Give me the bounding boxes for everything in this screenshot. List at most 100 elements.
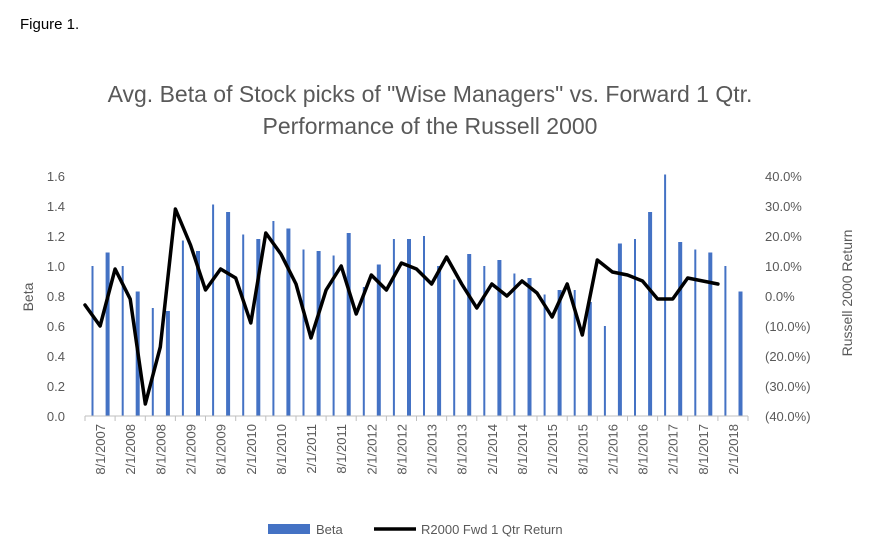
beta-bar (151, 308, 154, 416)
left-tick-label: 0.8 (47, 289, 65, 304)
beta-bar (664, 174, 667, 416)
beta-bar (467, 254, 472, 416)
right-tick-label: (30.0%) (765, 379, 811, 394)
x-tick-label: 2/1/2017 (666, 424, 681, 475)
beta-bar (272, 221, 275, 416)
x-tick-label: 8/1/2007 (93, 424, 108, 475)
x-tick-label: 2/1/2012 (364, 424, 379, 475)
x-tick-label: 8/1/2014 (515, 424, 530, 475)
beta-bar (242, 234, 245, 416)
left-tick-label: 0.0 (47, 409, 65, 424)
beta-bar (226, 212, 231, 416)
x-tick-label: 8/1/2009 (214, 424, 229, 475)
beta-bar (497, 260, 502, 416)
beta-bar (724, 266, 727, 416)
right-tick-label: 20.0% (765, 229, 802, 244)
right-tick-label: (20.0%) (765, 349, 811, 364)
y-axis-left-title: Beta (20, 282, 36, 311)
beta-bar (121, 266, 124, 416)
beta-bar (376, 264, 381, 416)
x-tick-label: 2/1/2011 (304, 424, 319, 474)
x-tick-label: 2/1/2018 (726, 424, 741, 475)
beta-bar (557, 290, 562, 416)
right-tick-label: 0.0% (765, 289, 795, 304)
beta-bar (648, 212, 653, 416)
beta-bar (423, 236, 425, 416)
y-axis-right-title: Russell 2000 Return (839, 230, 855, 357)
x-tick-label: 8/1/2016 (636, 424, 651, 475)
left-axis-ticks: 0.0 0.2 0.4 0.6 0.8 1.0 1.2 1.4 1.6 (47, 169, 65, 424)
beta-bar (316, 251, 321, 416)
beta-bar (694, 249, 697, 416)
beta-bar (91, 266, 94, 416)
beta-bar (453, 279, 456, 416)
x-tick-label: 8/1/2010 (274, 424, 289, 475)
beta-bar (181, 240, 184, 416)
beta-bar (346, 233, 351, 416)
x-tick-label: 2/1/2009 (184, 424, 199, 475)
left-tick-label: 0.4 (47, 349, 65, 364)
beta-bar (407, 239, 411, 416)
beta-bar (165, 311, 170, 416)
left-tick-label: 0.6 (47, 319, 65, 334)
beta-bar (527, 278, 532, 416)
beta-bar (573, 290, 576, 416)
right-tick-label: 40.0% (765, 169, 802, 184)
legend: Beta R2000 Fwd 1 Qtr Return (268, 522, 563, 537)
beta-bar (634, 239, 636, 416)
x-tick-label: 2/1/2008 (123, 424, 138, 475)
x-tick-label: 8/1/2015 (575, 424, 590, 475)
beta-bar (437, 266, 442, 416)
beta-bar (196, 251, 200, 416)
x-tick-label: 2/1/2015 (545, 424, 560, 475)
legend-beta-label: Beta (316, 522, 344, 537)
beta-bar (302, 249, 305, 416)
right-tick-label: 10.0% (765, 259, 802, 274)
x-tick-label: 8/1/2008 (153, 424, 168, 475)
x-tick-label: 2/1/2013 (425, 424, 440, 475)
beta-bar (587, 302, 592, 416)
x-tick-label: 2/1/2010 (244, 424, 259, 475)
beta-bar (392, 239, 395, 416)
return-line-layer (83, 207, 720, 406)
beta-bar (543, 294, 546, 416)
beta-bar (708, 252, 713, 416)
x-tick-label: 2/1/2014 (485, 424, 500, 475)
x-tick-label: 8/1/2012 (394, 424, 409, 475)
beta-bars (91, 174, 743, 416)
figure-label: Figure 1. (20, 16, 80, 33)
right-tick-label: (10.0%) (765, 319, 811, 334)
x-tick-label: 2/1/2016 (605, 424, 620, 475)
right-tick-label: 30.0% (765, 199, 802, 214)
legend-return-label: R2000 Fwd 1 Qtr Return (421, 522, 563, 537)
return-line (83, 207, 720, 406)
beta-bar (617, 243, 622, 416)
left-tick-label: 1.0 (47, 259, 65, 274)
right-axis-ticks: (40.0%) (30.0%) (20.0%) (10.0%) 0.0% 10.0% 20.… (765, 169, 811, 424)
beta-bar (483, 266, 486, 416)
left-tick-label: 1.4 (47, 199, 65, 214)
x-tick-label: 8/1/2011 (334, 424, 349, 474)
x-tick-marks (84, 416, 749, 421)
x-tick-label: 8/1/2017 (696, 424, 711, 475)
beta-bar (212, 204, 215, 416)
x-tick-label: 8/1/2013 (455, 424, 470, 475)
beta-bar (286, 228, 291, 416)
chart-title: Avg. Beta of Stock picks of "Wise Manage… (107, 81, 753, 139)
beta-bar (513, 273, 516, 416)
left-tick-label: 0.2 (47, 379, 65, 394)
left-tick-label: 1.6 (47, 169, 65, 184)
beta-bar (362, 287, 365, 416)
beta-bar (105, 252, 110, 416)
x-axis-ticks: 8/1/2007 2/1/2008 8/1/2008 2/1/2009 8/1/2009… (93, 424, 741, 475)
beta-bar (678, 242, 683, 416)
beta-bar (332, 255, 335, 416)
right-tick-label: (40.0%) (765, 409, 811, 424)
legend-beta-swatch (268, 524, 310, 534)
beta-bar (603, 326, 606, 416)
beta-bar (256, 239, 261, 416)
beta-bar (738, 291, 743, 416)
left-tick-label: 1.2 (47, 229, 65, 244)
